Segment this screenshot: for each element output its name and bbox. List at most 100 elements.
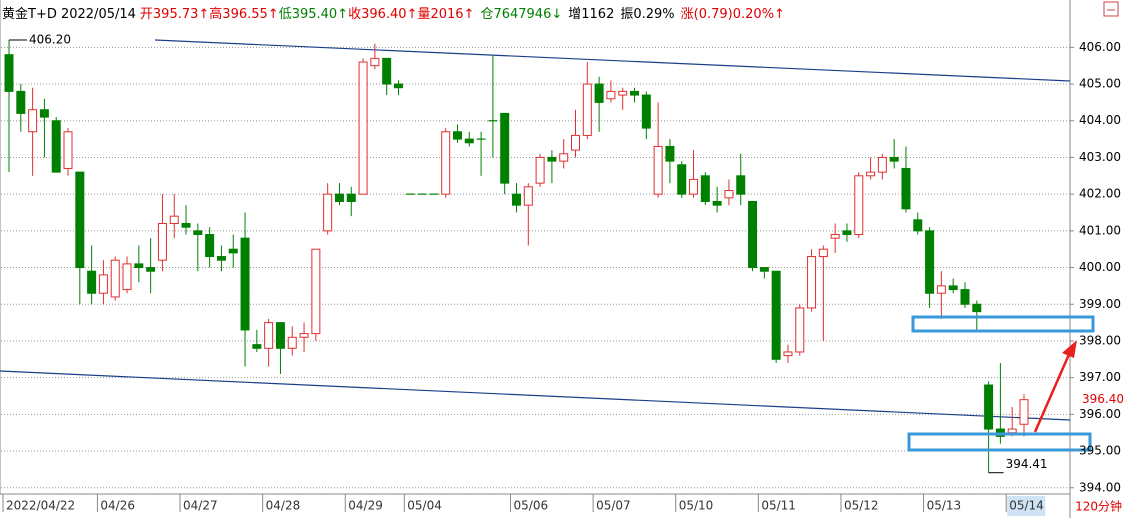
x-tick-label: 04/29 — [348, 499, 383, 513]
candle-body — [205, 234, 215, 258]
candle-body — [630, 90, 640, 96]
y-tick-label: 402.00 — [1079, 187, 1121, 201]
current-date-highlight — [1007, 496, 1046, 516]
x-tick-label: 2022/04/22 — [6, 499, 75, 513]
candle-body — [311, 248, 321, 335]
y-tick-label: 404.00 — [1079, 113, 1121, 127]
candle-body — [441, 131, 451, 195]
x-tick-label: 05/04 — [407, 499, 442, 513]
candle-body — [181, 223, 191, 228]
candle-body — [193, 230, 203, 236]
candle-body — [382, 57, 392, 85]
candle-body — [818, 248, 828, 258]
candle-body — [1019, 399, 1029, 425]
candle-body — [724, 189, 734, 199]
candle-body — [901, 167, 911, 210]
header-field: 增1162 — [568, 7, 615, 22]
candle-body — [122, 263, 132, 291]
y-tick-label: 399.00 — [1079, 297, 1121, 311]
y-tick-label: 394.00 — [1079, 480, 1121, 494]
candle-body — [689, 178, 699, 195]
y-tick-label: 397.00 — [1079, 370, 1121, 384]
candle-body — [323, 193, 333, 232]
candle-body — [28, 109, 38, 133]
candle-body — [771, 270, 781, 360]
x-tick-label: 05/13 — [927, 499, 962, 513]
candle-body — [4, 54, 14, 92]
candle-body — [63, 131, 73, 169]
candle-body — [500, 112, 510, 184]
candle-body — [252, 344, 262, 349]
y-tick-label: 403.00 — [1079, 150, 1121, 164]
low-label: 394.41 — [1006, 457, 1048, 471]
candle-body — [948, 285, 958, 291]
candle-body — [641, 94, 651, 129]
candle-body — [299, 333, 309, 338]
y-tick-label: 398.00 — [1079, 333, 1121, 347]
last-price-label: 396.40 — [1082, 392, 1124, 406]
corner-button[interactable] — [1103, 1, 1119, 17]
x-tick-label: 04/26 — [100, 499, 135, 513]
candle-body — [606, 90, 616, 100]
candle-body — [216, 256, 226, 261]
highlight-layer — [907, 315, 1095, 452]
candle-body — [16, 90, 26, 114]
candle-body — [146, 267, 156, 272]
y-tick-label: 405.00 — [1079, 77, 1121, 91]
candle-body — [653, 145, 663, 195]
y-tick-label: 400.00 — [1079, 260, 1121, 274]
candle-body — [700, 175, 710, 202]
x-tick-label: 05/10 — [679, 499, 714, 513]
highlight-box — [911, 315, 1095, 333]
header-field: 收396.40↑ — [348, 7, 418, 22]
candle-body — [134, 263, 144, 269]
highlight-box — [907, 432, 1092, 452]
period-label[interactable]: 120分钟 — [1075, 499, 1122, 514]
candle-body — [228, 248, 238, 254]
candle-body — [157, 223, 167, 261]
candle-body — [523, 186, 533, 206]
header-field: 量2016↑ — [417, 7, 475, 22]
candle-body — [712, 200, 722, 206]
header-field: 振0.29% — [620, 7, 675, 22]
candle-body — [960, 289, 970, 305]
trend-line — [0, 370, 1071, 421]
candle-body — [1007, 428, 1017, 434]
candle-body — [748, 200, 758, 269]
arrow-shaft — [1033, 351, 1072, 433]
header-field: 高396.55↑ — [209, 7, 279, 22]
candle-body — [665, 145, 675, 162]
candle-body — [830, 234, 840, 239]
candle-body — [571, 134, 581, 151]
x-tick-label: 04/28 — [266, 499, 301, 513]
candle-body — [87, 270, 97, 294]
header-field: 开395.73↑ — [139, 7, 210, 22]
candle-body — [925, 230, 935, 294]
y-tick-label: 396.00 — [1079, 407, 1121, 421]
candle-body — [889, 156, 899, 162]
candle-body — [240, 237, 250, 331]
candle-body — [842, 230, 852, 236]
x-tick-label: 05/14 — [1009, 499, 1044, 513]
candle-body — [594, 83, 604, 103]
candle-body — [877, 156, 887, 173]
header-field: 仓7647946↓ — [480, 7, 563, 22]
candle-body — [913, 219, 923, 232]
candle-body — [452, 131, 462, 140]
candle-body — [346, 193, 356, 202]
candles — [4, 40, 1029, 473]
arrow-head — [1062, 340, 1077, 358]
candle-body — [75, 171, 85, 269]
candle-body — [677, 164, 687, 195]
candle-body — [98, 274, 108, 294]
candle-body — [795, 307, 805, 353]
annotation-layer — [0, 39, 1071, 421]
candle-body — [512, 193, 521, 206]
candle-body — [275, 322, 285, 349]
candle-body — [807, 256, 817, 309]
candle-body — [984, 384, 994, 430]
x-tick-label: 05/12 — [844, 499, 879, 513]
